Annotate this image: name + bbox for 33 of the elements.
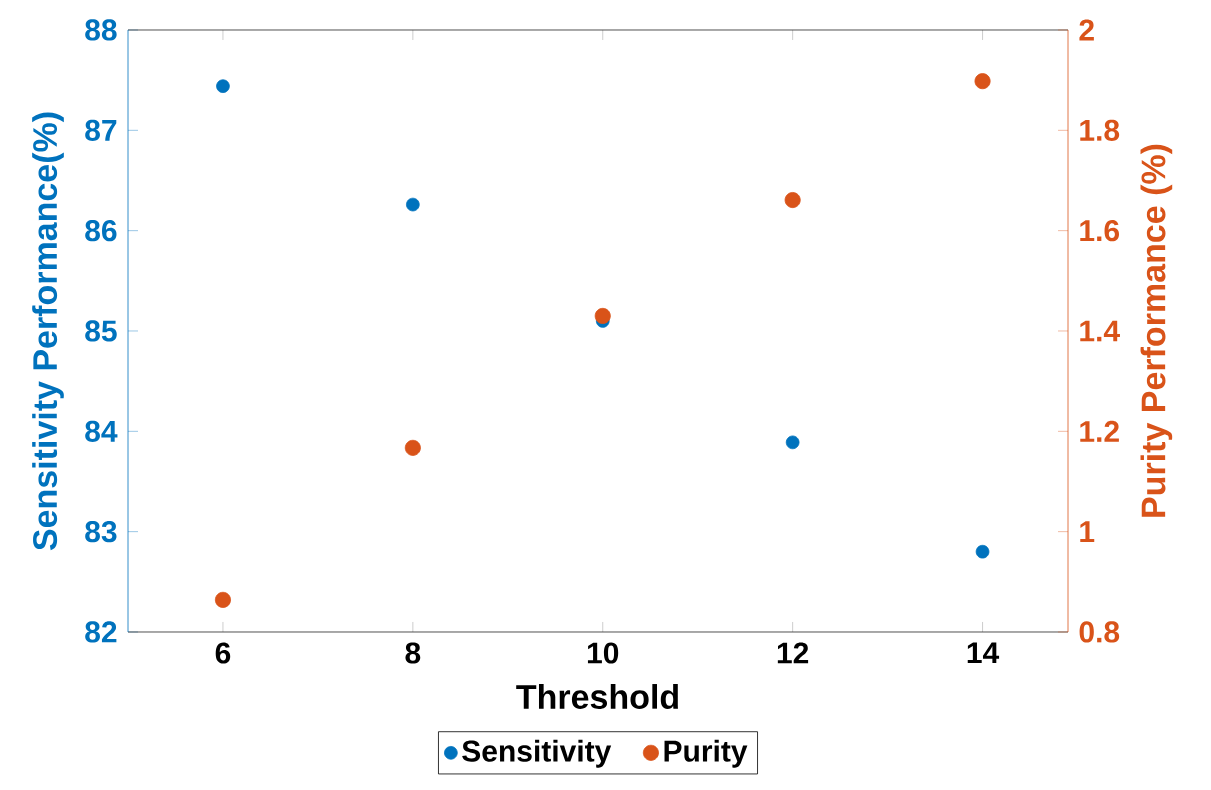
y2-axis-title: Purity Performance (%) [1140, 144, 1173, 517]
x-axis-title: Threshold [516, 684, 678, 709]
y2-tick-label: 1.8 [1080, 119, 1120, 141]
y-tick-label: 85 [85, 320, 117, 342]
point [974, 73, 991, 90]
point [216, 79, 230, 93]
y2-tick-label: 1.6 [1080, 220, 1120, 242]
x-tick-label: 10 [587, 642, 619, 664]
legend-label: Purity [664, 739, 748, 768]
y-axis-title: Sensitivity Performance(%) [32, 112, 64, 551]
x-tick-label: 8 [405, 642, 421, 664]
point [214, 591, 231, 608]
x-tick-label: 6 [215, 642, 231, 664]
x-tick-label: 14 [967, 642, 1000, 664]
y2-tick-label: 2 [1079, 19, 1094, 41]
y2-tick-label: 1 [1080, 521, 1095, 542]
point [594, 307, 611, 324]
y2-tick-label: 0.8 [1079, 621, 1120, 643]
y-tick-label: 83 [85, 521, 117, 543]
point [406, 197, 420, 212]
legend-label: Sensitivity [462, 739, 612, 768]
y-tick-label: 84 [85, 420, 118, 442]
y2-tick-label: 1.2 [1080, 420, 1119, 442]
y-tick-label: 88 [85, 19, 117, 41]
point [975, 544, 990, 559]
point [785, 435, 800, 450]
x-tick-label: 12 [777, 642, 809, 664]
point [784, 192, 801, 209]
y2-tick-label: 1.4 [1080, 320, 1120, 342]
y-tick-label: 82 [85, 621, 117, 643]
point [404, 439, 421, 456]
y-tick-label: 87 [85, 119, 117, 141]
y-tick-label: 86 [85, 220, 117, 242]
